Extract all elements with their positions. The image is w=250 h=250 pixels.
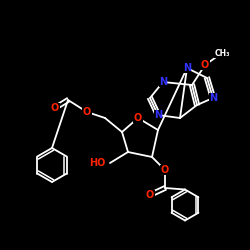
- Text: N: N: [154, 110, 162, 120]
- Text: N: N: [159, 77, 167, 87]
- Text: O: O: [83, 107, 91, 117]
- Text: O: O: [51, 103, 59, 113]
- Text: HO: HO: [89, 158, 106, 168]
- Text: O: O: [134, 113, 142, 123]
- Text: CH₃: CH₃: [214, 48, 230, 58]
- Text: O: O: [201, 60, 209, 70]
- Text: N: N: [209, 93, 217, 103]
- Text: N: N: [183, 63, 191, 73]
- Text: O: O: [161, 165, 169, 175]
- Text: O: O: [146, 190, 154, 200]
